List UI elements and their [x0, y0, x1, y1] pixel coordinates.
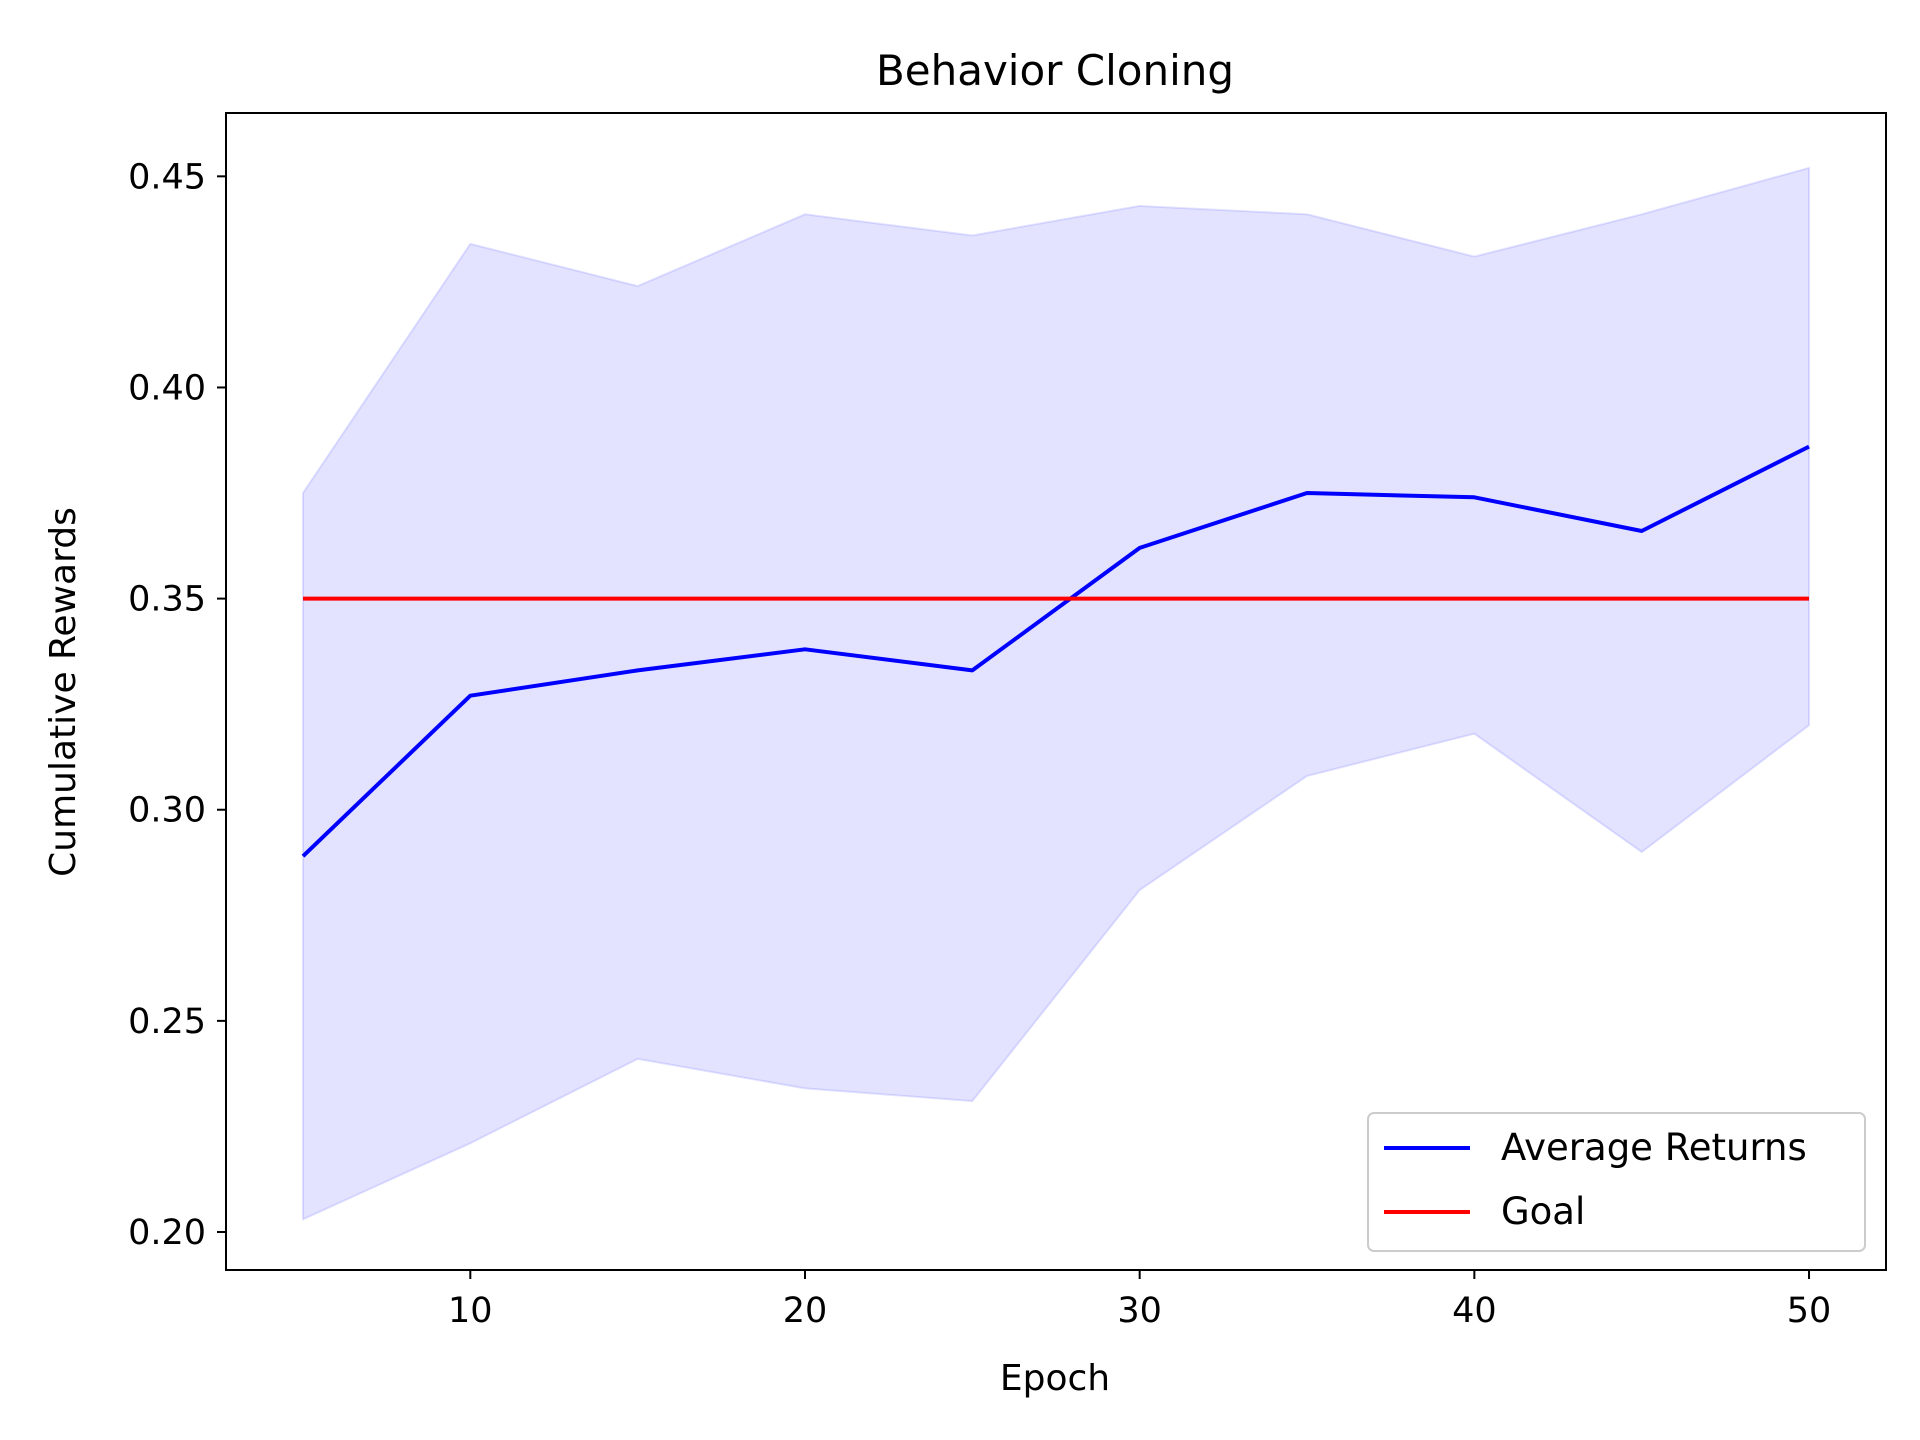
x-tick-label: 30: [1117, 1291, 1162, 1331]
plot-frame: [225, 112, 1887, 1271]
legend-label-goal: Goal: [1501, 1190, 1585, 1233]
series-line-average-returns: [301, 444, 1810, 858]
chart-title: Behavior Cloning: [876, 46, 1234, 95]
y-axis-label: Cumulative Rewards: [43, 507, 84, 877]
confidence-band: [302, 166, 1810, 1221]
y-tick-label: 0.45: [128, 157, 206, 197]
legend: Average Returns Goal: [1367, 1112, 1866, 1252]
y-axis-ticks: 0.20 0.25 0.30 0.35 0.40 0.45: [128, 157, 226, 1253]
legend-box: [1367, 1112, 1866, 1252]
x-axis-label: Epoch: [1000, 1358, 1110, 1399]
y-tick-label: 0.30: [128, 791, 206, 831]
x-tick-label: 50: [1787, 1291, 1832, 1331]
legend-label-average-returns: Average Returns: [1501, 1126, 1807, 1169]
x-axis-ticks: 10 20 30 40 50: [448, 1270, 1831, 1331]
x-tick-label: 20: [783, 1291, 828, 1331]
y-tick-label: 0.40: [128, 368, 206, 408]
y-tick-label: 0.20: [128, 1213, 206, 1253]
x-tick-label: 10: [448, 1291, 493, 1331]
series-lines-layer: [301, 444, 1810, 858]
confidence-band-layer: [302, 166, 1810, 1221]
x-tick-label: 40: [1452, 1291, 1497, 1331]
y-tick-label: 0.25: [128, 1002, 206, 1042]
y-tick-label: 0.35: [128, 580, 206, 620]
